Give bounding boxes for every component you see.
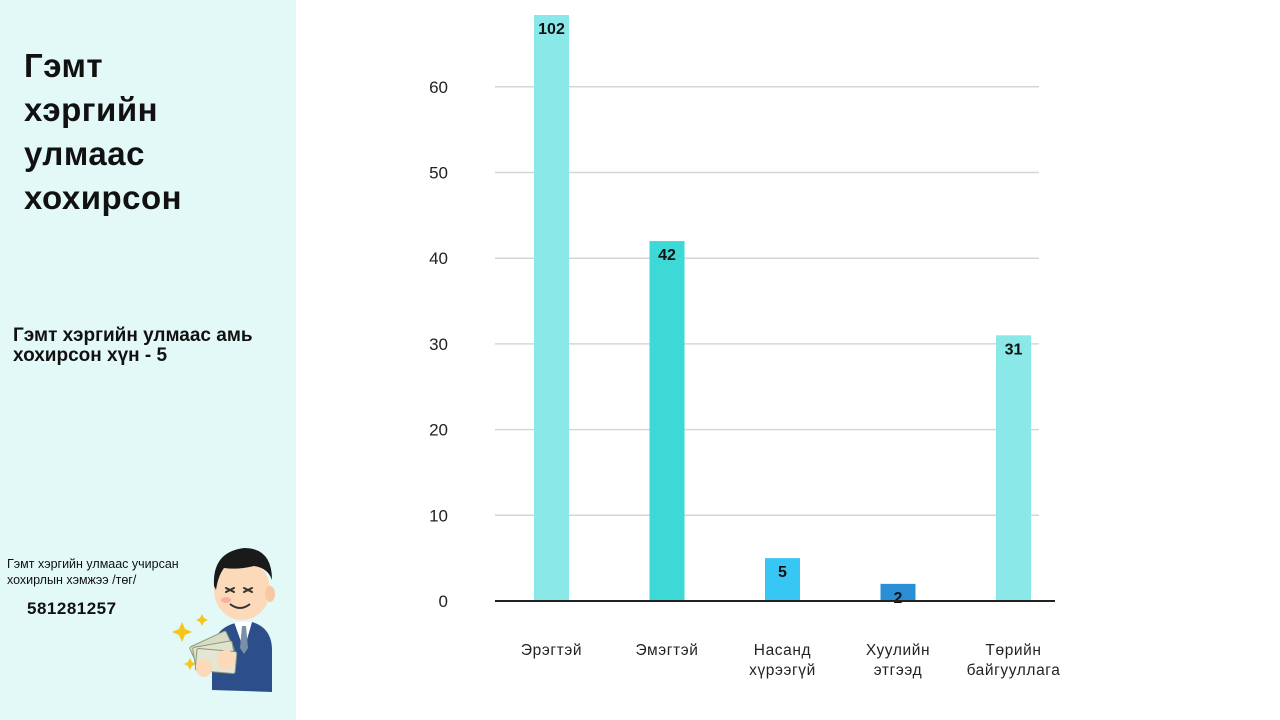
data-label: 31 (1005, 341, 1023, 358)
damage-amount-label: Гэмт хэргийн улмаас учирсан хохирлын хэм… (7, 557, 179, 587)
x-axis-labels: Эрэгтэй Эмэгтэй Насанд хүрээгүй Хуулийн этгээ… (521, 642, 1061, 679)
fatalities-summary: Гэмт хэргийн улмаас амь хохирсон хүн - 5 (13, 325, 253, 366)
y-tick-label: 40 (429, 249, 448, 268)
y-tick-label: 0 (439, 592, 448, 611)
bar (765, 558, 800, 601)
x-tick-label: этгээд (874, 662, 922, 679)
x-tick-label: Эрэгтэй (521, 642, 582, 659)
bar (534, 15, 569, 601)
x-tick-label: Насанд (754, 642, 811, 659)
x-tick-label: Төрийн (985, 642, 1041, 659)
bar-chart: 0 10 20 30 40 50 60 102 42 5 2 31 Эрэгтэй Эмэгтэй На… (429, 15, 1061, 679)
sidebar-panel: Гэмт хэргийн улмаас хохирсон Гэмт хэргий… (0, 0, 296, 720)
y-tick-label: 50 (429, 164, 448, 183)
data-label: 102 (538, 21, 565, 38)
x-tick-label: байгууллага (967, 662, 1061, 679)
y-tick-label: 30 (429, 335, 448, 354)
page-title: Гэмт хэргийн улмаас хохирсон (24, 47, 183, 216)
data-label: 2 (894, 590, 903, 607)
y-tick-label: 60 (429, 78, 448, 97)
y-tick-label: 20 (429, 421, 448, 440)
damage-amount-value: 581281257 (27, 599, 117, 618)
bar (649, 241, 685, 601)
x-tick-label: Хуулийн (866, 642, 930, 659)
bar (996, 335, 1031, 601)
x-tick-label: Эмэгтэй (635, 642, 698, 659)
data-label: 5 (778, 564, 787, 581)
bar (880, 583, 916, 601)
x-tick-label: хүрээгүй (749, 662, 816, 679)
businessman-with-money-icon (172, 548, 275, 692)
data-label: 42 (658, 247, 676, 264)
y-axis-ticks: 0 10 20 30 40 50 60 (429, 78, 448, 611)
grid-lines (495, 86, 1039, 517)
bars: 102 42 5 2 31 (534, 15, 1031, 607)
y-tick-label: 10 (429, 506, 448, 525)
